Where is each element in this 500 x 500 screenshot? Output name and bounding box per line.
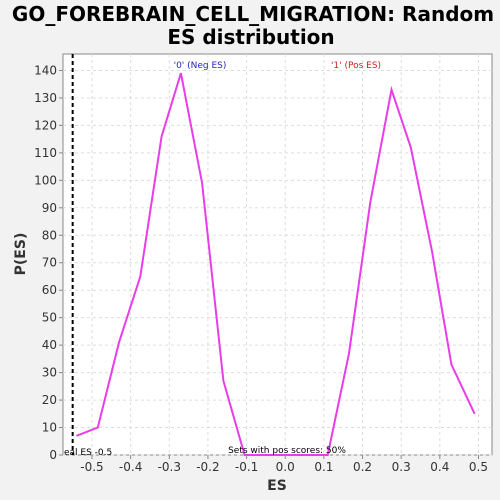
y-tick-label: 120 [34,118,57,132]
y-tick-label: 20 [42,393,57,407]
real-es-label: eal ES -0.5 [64,448,112,458]
chart-title-line-2: ES distribution [167,25,334,49]
y-tick-label: 70 [42,256,57,270]
x-axis-label: ES [267,478,287,494]
x-tick-label: 0.2 [353,460,372,474]
x-tick-label: 0.3 [392,460,411,474]
y-tick-label: 50 [42,311,57,325]
y-tick-label: 100 [34,173,57,187]
x-tick-label: 0.4 [430,460,449,474]
chart-title-line-1: GO_FOREBRAIN_CELL_MIGRATION: Random [12,2,494,26]
y-tick-label: 90 [42,201,57,215]
y-tick-label: 80 [42,228,57,242]
y-axis-label: P(ES) [13,233,29,276]
y-tick-label: 40 [42,338,57,352]
x-tick-label: 0.0 [276,460,295,474]
x-tick-label: -0.5 [80,460,103,474]
y-tick-label: 140 [34,63,57,77]
y-tick-label: 60 [42,283,57,297]
x-tick-label: -0.3 [158,460,181,474]
y-tick-label: 130 [34,91,57,105]
y-tick-label: 110 [34,146,57,160]
neg-es-label: '0' (Neg ES) [174,61,227,71]
x-tick-label: 0.5 [469,460,488,474]
plot-area [62,53,493,456]
y-tick-label: 0 [49,448,57,462]
axis-ticks: -0.5 -0.4 -0.3 -0.2 -0.1 0.0 0.1 0.2 0.3 0.4 0.5 0 1… [34,63,488,474]
y-tick-label: 10 [42,421,57,435]
sets-pos-scores-label: Sets with pos scores: 50% [228,446,346,456]
x-tick-label: -0.1 [235,460,258,474]
x-tick-label: 0.1 [314,460,333,474]
es-distribution-line [76,72,476,456]
x-tick-label: -0.2 [196,460,219,474]
y-tick-label: 30 [42,366,57,380]
pos-es-label: '1' (Pos ES) [331,61,381,71]
x-tick-label: -0.4 [119,460,142,474]
